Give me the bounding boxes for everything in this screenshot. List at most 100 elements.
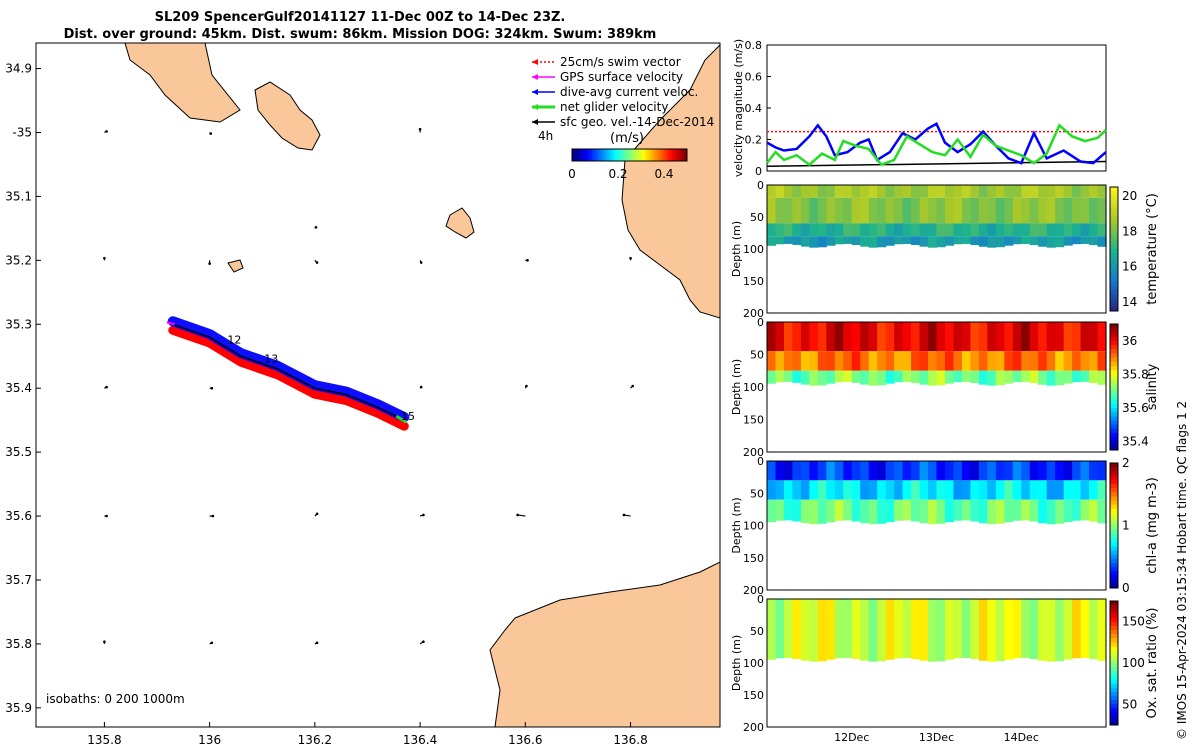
section-cell	[944, 185, 955, 198]
section-cell	[902, 480, 912, 500]
section-cell	[1038, 223, 1048, 237]
section-panel: 0 50 100 150 200 Depth (m) 20 18 16 14 temperature…	[730, 179, 1160, 320]
section-cell	[1012, 322, 1022, 352]
section-cell	[919, 197, 929, 224]
section-colorbar-cell	[1110, 513, 1118, 518]
section-cell	[919, 236, 929, 247]
land-island-northwest	[124, 42, 241, 123]
section-cell	[1072, 236, 1082, 245]
section-cell	[961, 197, 971, 224]
section-cell	[1004, 197, 1014, 224]
section-cell	[944, 236, 955, 246]
current-vector-head	[631, 384, 635, 388]
section-cell	[1080, 370, 1090, 382]
section-cell	[800, 499, 810, 524]
section-cell	[775, 461, 785, 481]
section-colorbar-cell	[1110, 521, 1118, 526]
colorbar-cell	[582, 149, 585, 161]
section-cell	[1021, 351, 1031, 371]
section-cell	[783, 197, 794, 224]
section-colorbar-tick: 1	[1122, 519, 1130, 533]
section-cell	[1080, 185, 1090, 198]
section-cell	[1046, 197, 1056, 224]
section-colorbar-cell	[1110, 361, 1118, 367]
section-ylabel: Depth (m)	[730, 221, 743, 277]
section-colorbar-tick: 18	[1122, 224, 1137, 238]
section-cell	[987, 197, 997, 224]
section-cell	[868, 499, 878, 525]
section-cell	[851, 185, 861, 198]
section-colorbar-cell	[1110, 294, 1118, 300]
section-colorbar-cell	[1110, 708, 1118, 714]
section-colorbar-cell	[1110, 345, 1118, 350]
velocity-ytick-label: 0.2	[745, 134, 763, 147]
section-cell	[775, 480, 785, 500]
section-cell	[928, 197, 938, 224]
section-cell	[851, 461, 861, 481]
land-islet-central	[445, 207, 475, 239]
section-cell	[995, 197, 1005, 224]
section-cell	[1012, 351, 1022, 371]
section-colorbar-cell	[1110, 667, 1118, 672]
section-ytick-label: 200	[743, 584, 764, 597]
section-cell	[1012, 236, 1022, 245]
legend-arrowhead	[532, 104, 538, 110]
section-cell	[1063, 197, 1073, 224]
section-cell	[851, 197, 861, 224]
section-colorbar-cell	[1110, 395, 1118, 401]
section-cell	[961, 599, 971, 658]
section-cell	[1021, 599, 1031, 658]
section-cell	[902, 499, 912, 521]
section-cell	[911, 461, 921, 481]
colorbar-cell	[597, 149, 600, 161]
section-cell	[809, 461, 819, 481]
section-cell	[1038, 197, 1048, 224]
isobaths-label: isobaths: 0 200 1000m	[46, 692, 185, 706]
section-cell	[902, 461, 912, 481]
section-cell	[826, 461, 836, 481]
section-cell	[1012, 370, 1022, 383]
section-cell	[1063, 599, 1073, 660]
section-cell	[987, 223, 997, 237]
section-cell	[860, 461, 870, 481]
section-cell	[851, 599, 861, 660]
section-cell	[894, 480, 904, 500]
velocity-series-line	[766, 121, 1107, 165]
section-cell	[1038, 499, 1048, 524]
section-panel: 0 50 100 150 200 Depth (m) 2 1 0 chl-a (mg m-3)	[730, 455, 1160, 597]
current-vector-head	[103, 640, 106, 643]
copyright-note: © IMOS 15-Apr-2024 03:15:34 Hobart time.…	[1175, 400, 1189, 740]
section-ytick-label: 50	[750, 349, 764, 362]
section-cell	[775, 599, 785, 659]
map-ytick-label: 35.7	[5, 573, 32, 587]
section-colorbar-cell	[1110, 683, 1118, 689]
map-ytick-label: 35.8	[5, 637, 32, 651]
current-vector-head	[105, 130, 108, 133]
section-cell	[817, 236, 827, 248]
section-colorbar-cell	[1110, 720, 1118, 726]
section-cell	[843, 461, 853, 481]
section-cell	[767, 599, 777, 660]
map-xtick-label: 135.8	[87, 733, 121, 747]
colorbar-cell	[667, 149, 670, 161]
section-cell	[1097, 480, 1107, 500]
section-cell	[944, 351, 955, 371]
map-ytick-label: 35.5	[5, 445, 32, 459]
section-cell	[868, 185, 878, 198]
section-cell	[936, 599, 946, 662]
section-ytick-label: 200	[743, 721, 764, 734]
section-cell	[1021, 322, 1031, 352]
section-cell	[809, 370, 819, 386]
section-cell	[944, 197, 955, 224]
section-cell	[936, 223, 946, 237]
section-cell	[1089, 480, 1099, 500]
current-vector-head	[315, 261, 319, 264]
section-cell	[953, 185, 963, 198]
section-cell	[800, 461, 810, 481]
section-colorbar-tick: 2	[1122, 456, 1130, 470]
section-cell	[826, 185, 836, 198]
section-cell	[792, 236, 802, 245]
colorbar-cell	[679, 149, 683, 161]
section-cell	[868, 236, 878, 248]
section-frame	[766, 598, 1107, 728]
